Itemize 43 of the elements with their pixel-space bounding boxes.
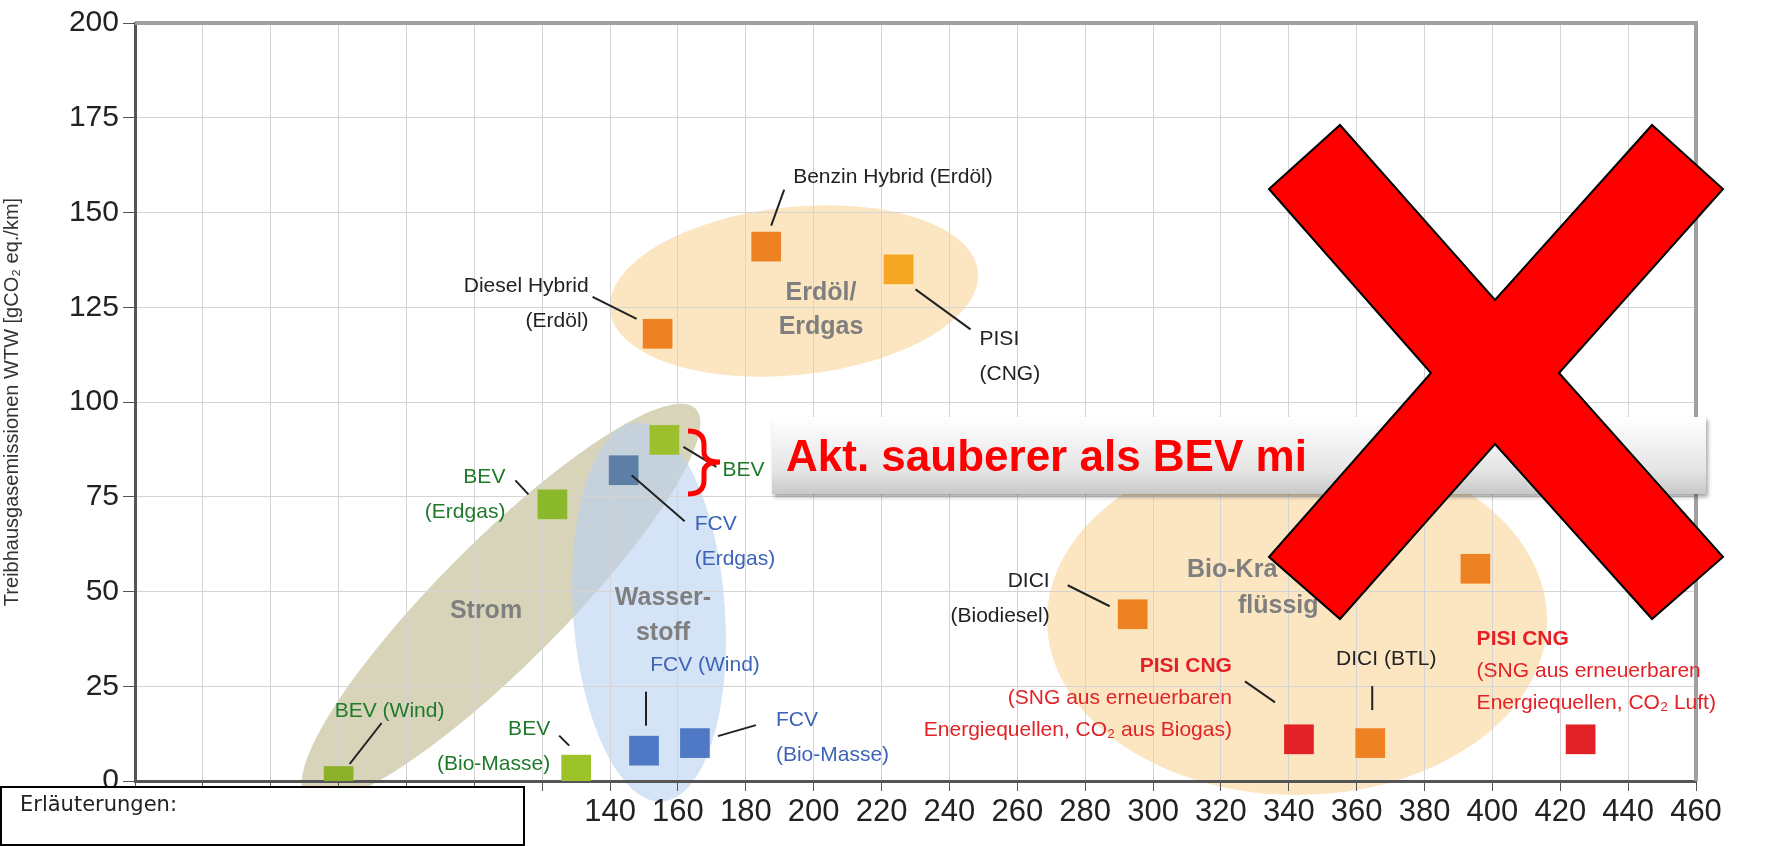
x-tick-label: 180 (719, 793, 772, 829)
annotation: Wasser- stoff (614, 581, 712, 645)
x-tick-label: 460 (1670, 793, 1722, 829)
text: DICI (Biodiesel) (950, 568, 1050, 627)
x-tick-label: 200 (787, 793, 840, 829)
text: Diesel Hybrid (Erdöl) (463, 272, 589, 331)
text: DICI (BTL) (1336, 645, 1437, 669)
x-tick-label: 360 (1330, 793, 1383, 829)
series-label: BEV (Erdgas) (424, 464, 506, 523)
annotation: Strom (449, 594, 523, 623)
x-tick-label: 340 (1262, 793, 1315, 829)
annotation: Bio-Kra flüssig (1187, 553, 1319, 618)
y-tick-label: 175 (68, 99, 119, 133)
x-tick-label: 300 (1127, 793, 1179, 829)
y-tick-label: 200 (68, 4, 119, 38)
x-tick-label: 280 (1059, 793, 1112, 829)
x-tick-label: 420 (1534, 793, 1587, 829)
y-tick-label: 125 (68, 288, 119, 322)
x-tick-label: 260 (991, 793, 1044, 829)
text: FCV (Erdgas) (694, 511, 776, 570)
text: Erläuterungen: (0, 786, 525, 846)
x-tick-label: 320 (1195, 793, 1247, 829)
x-tick-label: 220 (855, 793, 908, 829)
y-axis-title: Treibhausgasemissionen WTW [gCO₂ eq./km] (0, 197, 22, 607)
y-tick-label: 75 (85, 478, 119, 512)
x-tick-label: 400 (1466, 793, 1519, 829)
annotation: Erdöl/ Erdgas (778, 276, 864, 339)
x-tick-label: 160 (652, 793, 704, 829)
text: FCV (Bio-Masse) (775, 706, 890, 765)
x-tick-label: 440 (1602, 793, 1654, 829)
text: PISI CNG (SNG aus erneuerbaren Energiequellen, CO₂ Luft) (1476, 626, 1716, 714)
y-tick-label: 100 (68, 383, 119, 417)
x-tick-label: 140 (584, 793, 636, 829)
x-tick-label: 380 (1398, 793, 1451, 829)
y-tick-label: 150 (68, 193, 119, 227)
text: PISI CNG (SNG aus erneuerbaren Energiequellen, CO₂ aus Biogas) (923, 653, 1232, 741)
text: FCV (Wind) (650, 652, 760, 676)
y-tick-label: 25 (85, 667, 119, 701)
text: Benzin Hybrid (Erdöl) (793, 164, 993, 188)
text: BEV (722, 456, 765, 480)
text: PISI (CNG) (979, 326, 1041, 385)
y-tick-label: 50 (85, 572, 119, 606)
x-tick-label: 240 (923, 793, 976, 829)
